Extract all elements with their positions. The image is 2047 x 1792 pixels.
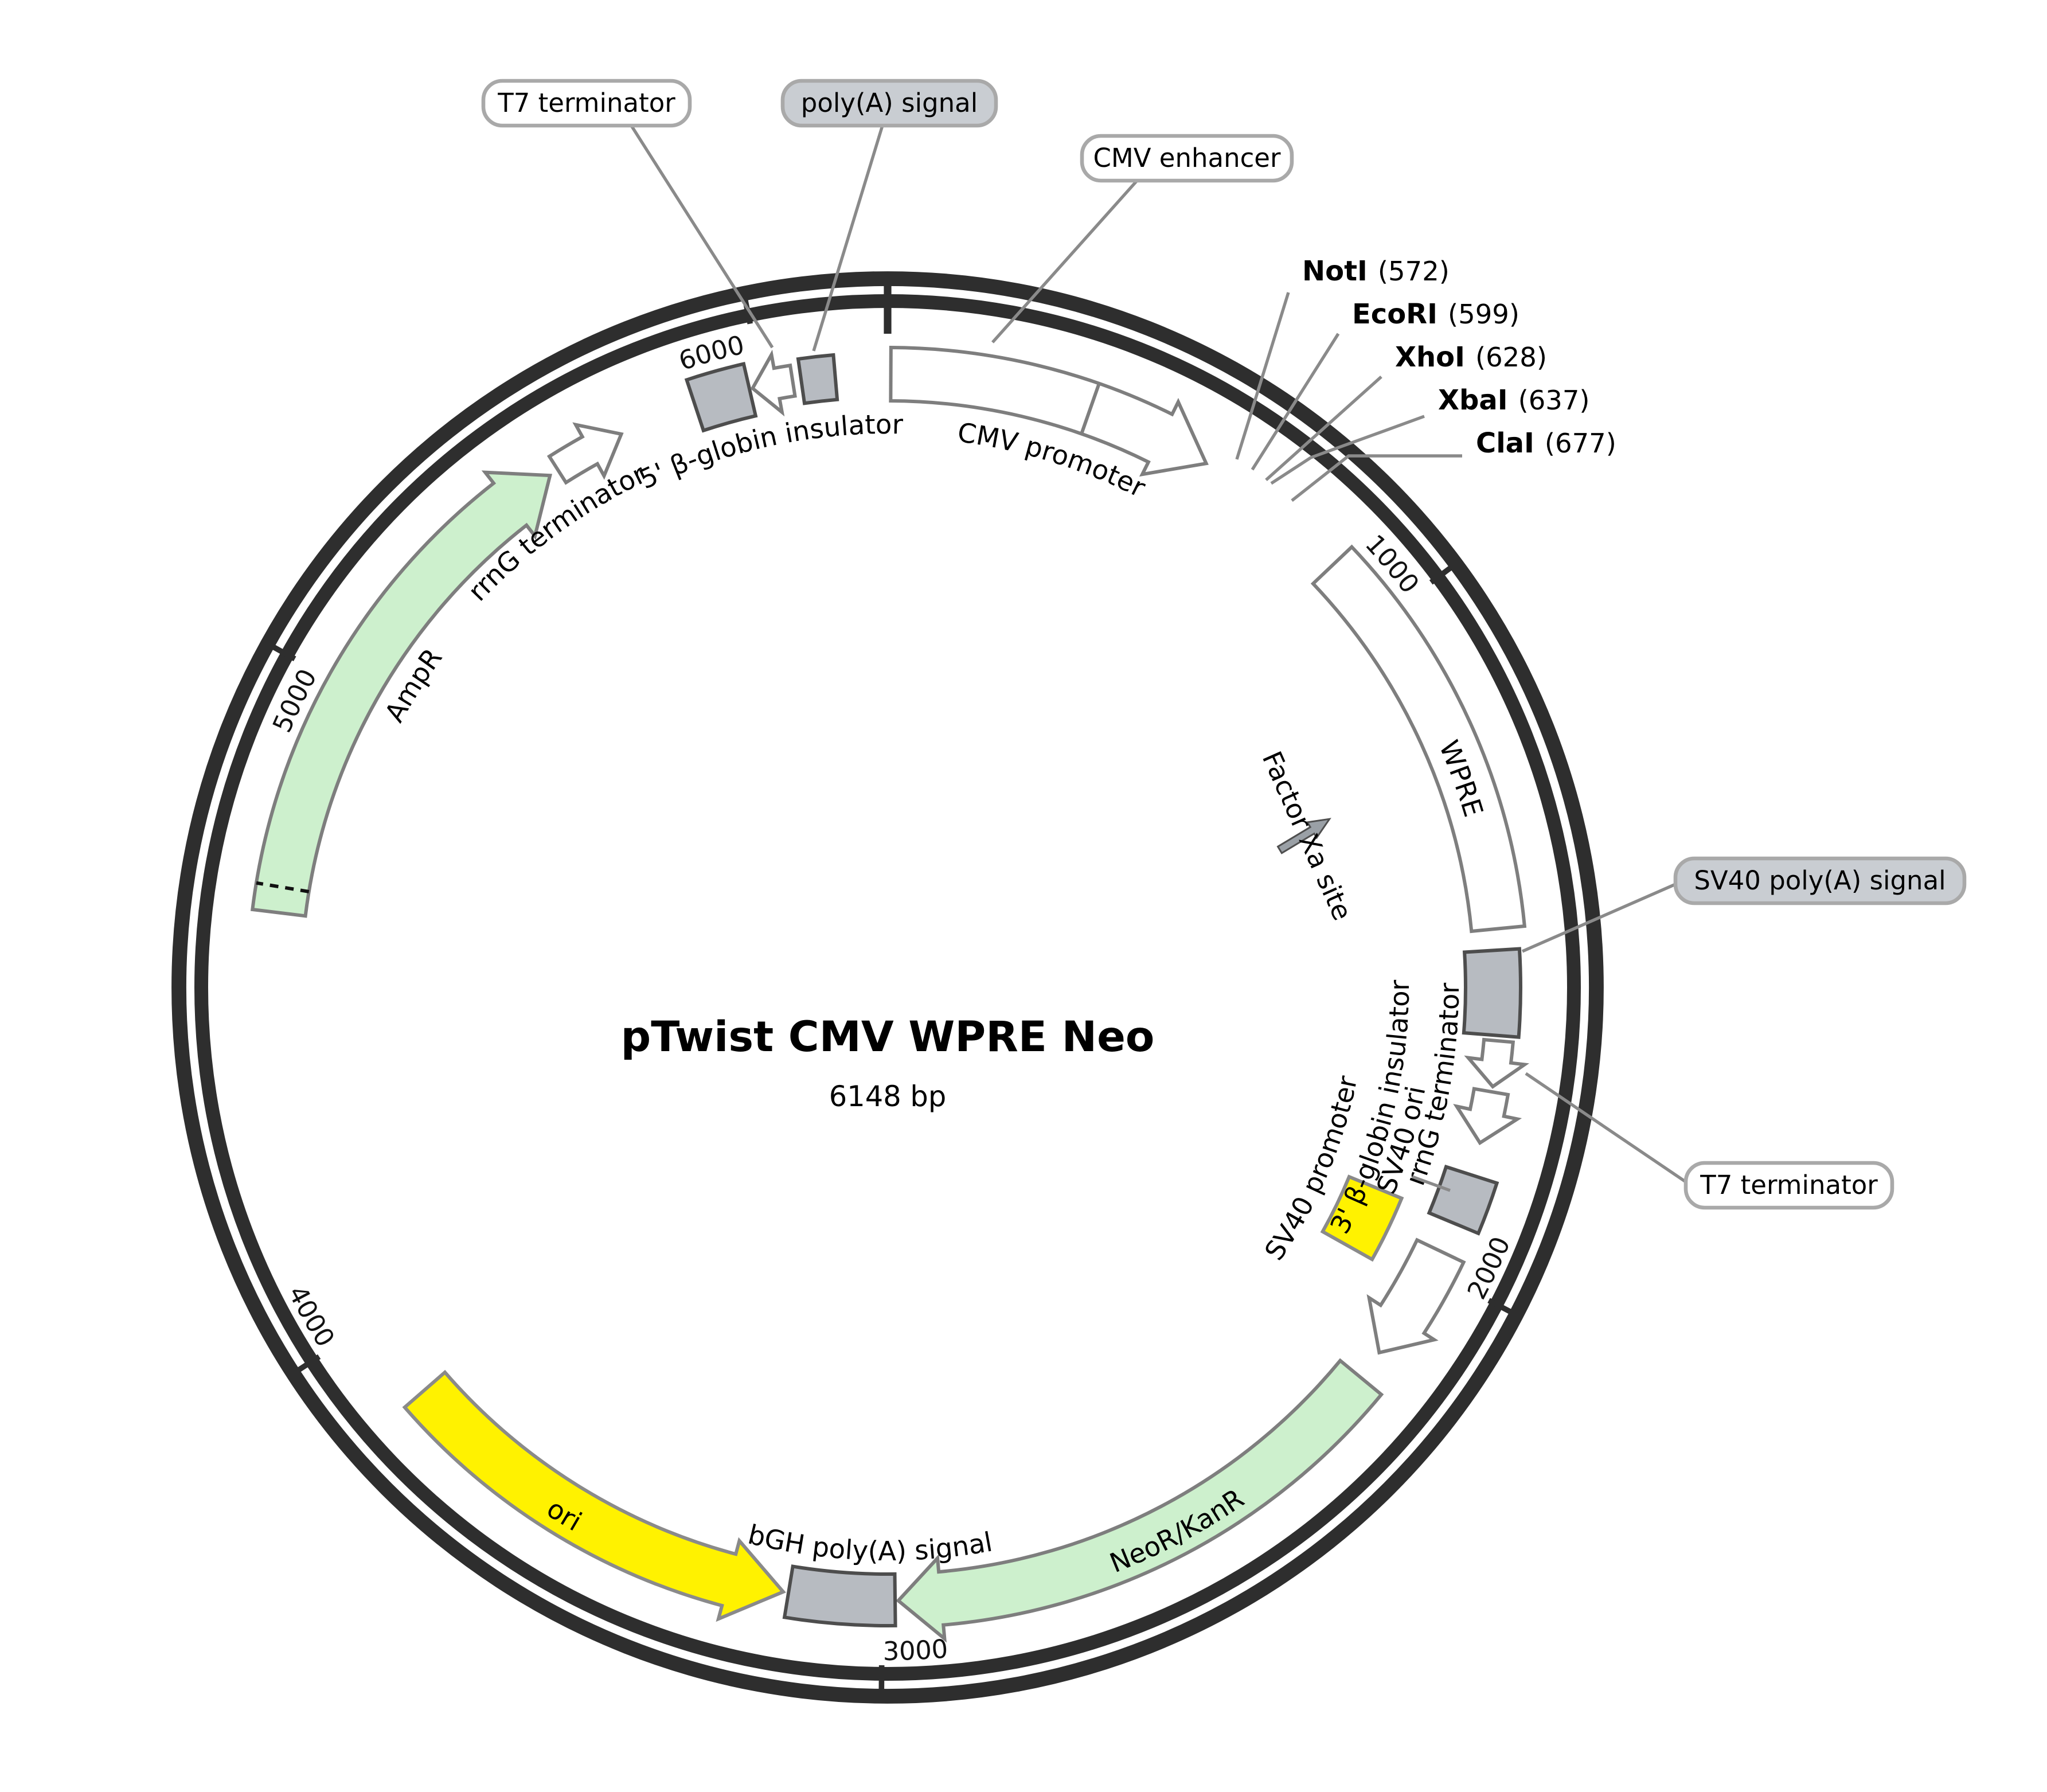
enzyme-noti-leader-line: [1235, 292, 1290, 460]
bgh-poly-a-signal-box: [782, 1564, 897, 1627]
restriction-sites: NotI (572) EcoRI (599) XhoI (628) XbaI (637) Cla…: [1235, 255, 1616, 502]
callout-cmv-enhancer-label: CMV enhancer: [1093, 143, 1281, 173]
enzyme-noti-position: (572): [1378, 256, 1450, 287]
callout-poly-a-signal-pill: [780, 79, 998, 128]
ori-arrow: [402, 1369, 786, 1622]
five-prime-beta-globin-insulator-label: 5' β-globin insulator: [635, 409, 904, 495]
callout-poly-a-signal-label: poly(A) signal: [801, 88, 978, 118]
callout-sv40-poly-a-signal-pill: [1673, 856, 1967, 905]
enzyme-xbai-position: (637): [1518, 385, 1590, 416]
five-prime-beta-globin-insulator-label-text: 5' β-globin insulator: [635, 409, 904, 495]
enzyme-ecori-name: EcoRI: [1352, 298, 1437, 330]
cmv-enhancer-promoter-arrow: [889, 346, 1209, 477]
plasmid-title: pTwist CMV WPRE Neo: [621, 1013, 1155, 1061]
enzyme-clai-name: ClaI: [1476, 427, 1534, 459]
backbone-ring: [171, 271, 1604, 1704]
three-prime-insulator-leader-line: [1412, 1175, 1451, 1192]
sv40-poly-a-signal-box: [1462, 947, 1522, 1039]
rrng-terminator-arrow-right: [1453, 1087, 1522, 1146]
tick-4000: [296, 1354, 321, 1373]
enzyme-xhoi-label: XhoI (628): [1395, 341, 1547, 373]
enzyme-xhoi-position: (628): [1475, 342, 1547, 373]
bgh-poly-a-signal-label-text: bGH poly(A) signal: [745, 1519, 994, 1567]
callout-t7-terminator-right-pill: [1683, 1161, 1894, 1210]
sv40-ori-box: [1320, 1174, 1404, 1262]
callout-sv40-poly-a-signal-leader-line: [1521, 883, 1677, 953]
tick-label-text-3000: 3000: [883, 1633, 949, 1666]
three-prime-beta-globin-insulator-box: [1427, 1164, 1499, 1236]
callout-cmv-enhancer-pill: [1080, 134, 1294, 183]
enzyme-xbai-name: XbaI: [1438, 384, 1508, 416]
backbone-ring-outer: [171, 271, 1604, 1704]
enzyme-noti-label: NotI (572): [1302, 255, 1450, 287]
plasmid-identity: pTwist CMV WPRE Neo 6148 bp: [621, 1013, 1155, 1113]
wpre-band: [1310, 544, 1527, 934]
tick-1000: [1429, 564, 1454, 585]
tick-5000: [271, 643, 296, 662]
enzyme-clai-label: ClaI (677): [1476, 427, 1616, 459]
enzyme-xbai-leader-line: [1270, 415, 1425, 485]
callout-labels: T7 terminator poly(A) signal CMV enhancer S…: [481, 79, 1967, 1210]
enzyme-xhoi-name: XhoI: [1395, 341, 1465, 373]
rrng-terminator-arrow-left: [546, 422, 624, 485]
bgh-poly-a-signal-label: bGH poly(A) signal: [745, 1519, 994, 1567]
tick-label-3000: 3000: [883, 1633, 949, 1666]
enzyme-noti-name: NotI: [1302, 255, 1368, 287]
factor-xa-site-label: Factor Xa site: [1256, 747, 1358, 925]
enzyme-ecori-label: EcoRI (599): [1352, 298, 1519, 330]
callout-t7-terminator-top-pill: [481, 79, 692, 128]
five-prime-beta-globin-insulator-box: [684, 361, 758, 433]
callout-t7-terminator-right-leader-line: [1525, 1072, 1687, 1184]
sv40-promoter-arrow: [1366, 1237, 1466, 1355]
factor-xa-site-arrow: [1276, 818, 1331, 854]
enzyme-ecori-position: (599): [1448, 299, 1519, 330]
callout-t7-terminator-right-label: T7 terminator: [1700, 1170, 1878, 1200]
plasmid-size: 6148 bp: [829, 1080, 946, 1113]
ampr-arrow: [250, 470, 553, 918]
callout-t7-terminator-top-leader-line: [630, 124, 774, 349]
t7-terminator-arrow-right: [1464, 1037, 1530, 1089]
enzyme-ecori-leader-line: [1251, 333, 1340, 471]
neor-kanr-arrow: [896, 1358, 1384, 1643]
backbone-ring-inner: [194, 294, 1581, 1681]
tick-2000: [1487, 1298, 1513, 1315]
features: [250, 346, 1530, 1643]
callout-poly-a-signal-leader-line: [812, 125, 884, 352]
callout-cmv-enhancer-leader-line: [991, 179, 1139, 343]
poly-a-signal-box: [796, 353, 839, 405]
callout-t7-terminator-top-label: T7 terminator: [497, 88, 675, 118]
enzyme-clai-position: (677): [1545, 428, 1616, 459]
enzyme-xbai-label: XbaI (637): [1438, 384, 1590, 416]
callout-sv40-poly-a-signal-label: SV40 poly(A) signal: [1694, 865, 1946, 896]
enzyme-clai-leader-line: [1291, 454, 1462, 502]
enzyme-xhoi-leader-line: [1265, 375, 1382, 482]
t7-terminator-arrow-top: [750, 349, 797, 417]
cmv-enhancer-promoter-arrow-divider: [1080, 382, 1101, 435]
